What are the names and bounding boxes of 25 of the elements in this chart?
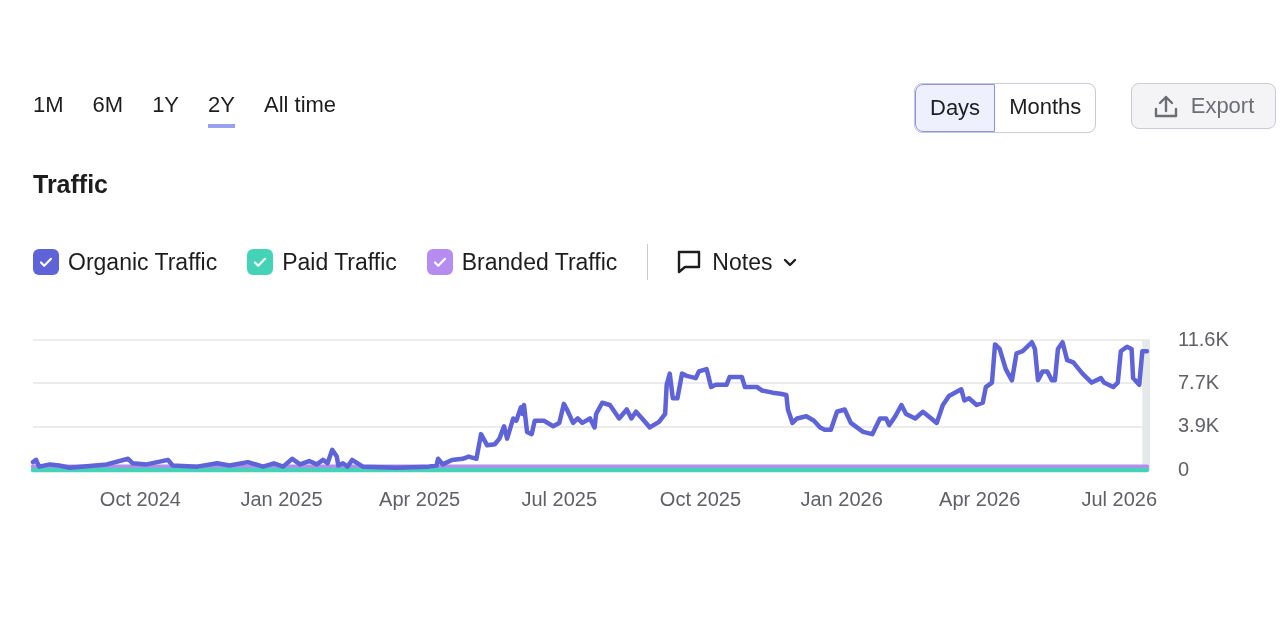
x-tick-label: Apr 2026 [939,487,1021,510]
x-tick-label: Jul 2026 [1081,487,1158,510]
text: 1M [33,92,64,119]
x-tick-label: Jan 2025 [240,487,323,510]
y-tick-label: 0 [1178,457,1190,480]
y-tick-label: 3.9K [1178,414,1220,437]
x-tick-label: Jul 2025 [521,487,598,510]
x-tick-label: Apr 2025 [379,487,461,510]
legend-label: Paid Traffic [282,248,397,276]
chart-title: Traffic [33,170,109,199]
x-tick-label: Oct 2025 [659,487,742,510]
x-tick-label: Jan 2026 [800,487,883,510]
text: 1Y [152,92,180,119]
x-tick-label: Oct 2024 [99,487,181,510]
text: 6M [92,92,124,119]
text: Months [1008,93,1083,121]
text: Days [915,84,996,132]
legend-label: Organic Traffic [68,248,218,276]
text: All time [263,92,337,119]
text: Export [1190,93,1255,119]
legend-label: Branded Traffic [461,248,618,276]
y-tick-label: 11.6K [1178,327,1230,350]
y-tick-label: 7.7K [1178,370,1220,393]
text: Notes [712,248,773,276]
text: 2Y [208,92,235,128]
